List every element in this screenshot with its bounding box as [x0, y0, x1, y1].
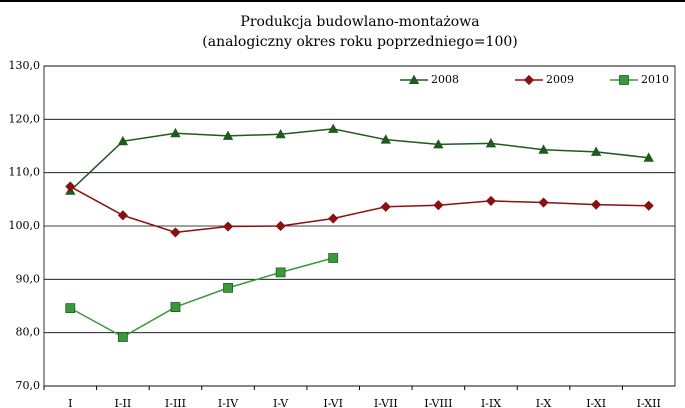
y-tick-label: 100,0	[9, 219, 41, 232]
series-line	[69, 128, 649, 192]
series-line	[69, 257, 334, 338]
y-tick-label: 120,0	[9, 112, 41, 125]
data-point	[170, 302, 181, 312]
data-point	[275, 128, 286, 139]
data-point	[485, 138, 497, 148]
data-point	[591, 199, 602, 210]
legend-marker	[619, 75, 629, 85]
y-tick-label: 110,0	[9, 166, 41, 179]
data-point	[380, 201, 391, 212]
data-point	[380, 134, 391, 144]
data-point	[538, 197, 549, 208]
x-tick-label: I-II	[114, 397, 131, 408]
data-point	[328, 123, 339, 133]
legend-marker	[523, 74, 535, 86]
y-tick-label: 90,0	[16, 272, 41, 285]
x-tick-label: I-XII	[637, 397, 661, 408]
data-point	[117, 210, 128, 221]
data-point	[328, 253, 339, 263]
legend-label: 2009	[546, 73, 574, 86]
series-line	[69, 185, 649, 234]
x-tick-label: I-VI	[323, 397, 343, 408]
data-point	[433, 139, 444, 149]
data-point	[275, 267, 286, 278]
data-point	[538, 144, 549, 154]
x-tick-label: I-VII	[374, 397, 398, 408]
data-point	[222, 130, 234, 140]
legend-label: 2010	[641, 73, 669, 86]
data-point	[170, 127, 181, 138]
data-point	[117, 332, 128, 342]
y-tick-label: 130,0	[9, 59, 41, 72]
data-point	[65, 303, 76, 314]
x-tick-label: I-III	[165, 397, 186, 408]
data-point	[433, 200, 444, 211]
data-point	[170, 227, 181, 238]
data-point	[328, 213, 339, 224]
x-tick-label: I	[68, 397, 72, 408]
x-tick-label: I-V	[273, 397, 289, 408]
data-point	[117, 135, 129, 146]
y-tick-label: 80,0	[16, 326, 41, 339]
data-point	[223, 282, 233, 293]
legend-marker	[408, 74, 420, 84]
data-point	[275, 220, 286, 232]
x-tick-label: I-IV	[218, 397, 239, 408]
chart-title: Produkcja budowlano-montażowa	[240, 14, 479, 30]
legend-label: 2008	[431, 73, 459, 86]
chart-subtitle: (analogiczny okres roku poprzedniego=100…	[202, 34, 517, 50]
data-point	[485, 195, 497, 206]
x-tick-label: I-VIII	[424, 397, 452, 408]
x-tick-label: I-X	[536, 397, 552, 408]
x-tick-label: I-XI	[586, 397, 606, 408]
data-point	[643, 200, 654, 211]
data-point	[222, 221, 234, 232]
data-point	[590, 146, 602, 156]
data-point	[65, 181, 76, 192]
data-point	[643, 152, 654, 162]
x-tick-label: I-IX	[481, 397, 501, 408]
y-tick-label: 70,0	[16, 379, 41, 392]
